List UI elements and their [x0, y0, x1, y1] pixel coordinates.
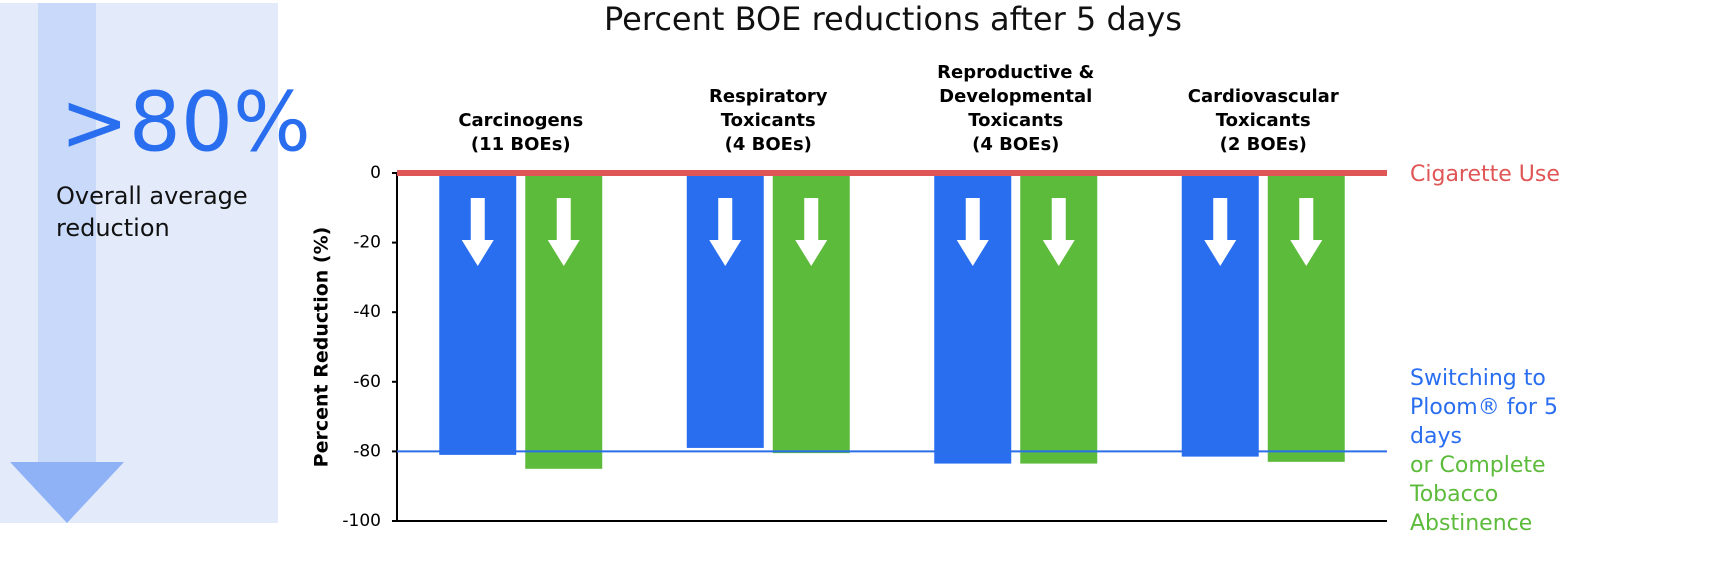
y-tick-label: -100: [342, 511, 381, 531]
legend-entry: Switching to Ploom® for 5 days: [1410, 366, 1558, 449]
y-tick-label: -60: [353, 372, 381, 392]
bar-arrow: [461, 198, 494, 266]
legend-entry: or Complete Tobacco Abstinence: [1410, 453, 1546, 536]
side-arrow-head: [10, 462, 124, 523]
bar-arrow: [547, 198, 580, 266]
y-axis-label: Percent Reduction (%): [311, 227, 333, 468]
bar-arrow: [1204, 198, 1237, 266]
stat-caption: Overall average reduction: [56, 182, 248, 242]
chart-title: Percent BOE reductions after 5 days: [604, 0, 1182, 38]
bar-arrow: [709, 198, 742, 266]
y-tick-label: -40: [353, 302, 381, 322]
reference-label: Cigarette Use: [1410, 162, 1560, 187]
big-stat: >80%: [60, 75, 311, 170]
side-arrow-shaft: [38, 3, 96, 463]
category-label: Carcinogens (11 BOEs): [458, 110, 584, 155]
y-tick-label: 0: [370, 163, 381, 183]
bar-arrow: [956, 198, 989, 266]
bar-arrow: [1290, 198, 1323, 266]
category-label: Reproductive & Developmental Toxicants (…: [937, 62, 1095, 155]
bar-arrow: [1042, 198, 1075, 266]
y-tick-label: -80: [353, 441, 381, 461]
category-label: Respiratory Toxicants (4 BOEs): [709, 86, 828, 155]
bar-arrow: [795, 198, 828, 266]
category-label: Cardiovascular Toxicants (2 BOEs): [1187, 86, 1339, 155]
y-tick-label: -20: [353, 233, 381, 253]
